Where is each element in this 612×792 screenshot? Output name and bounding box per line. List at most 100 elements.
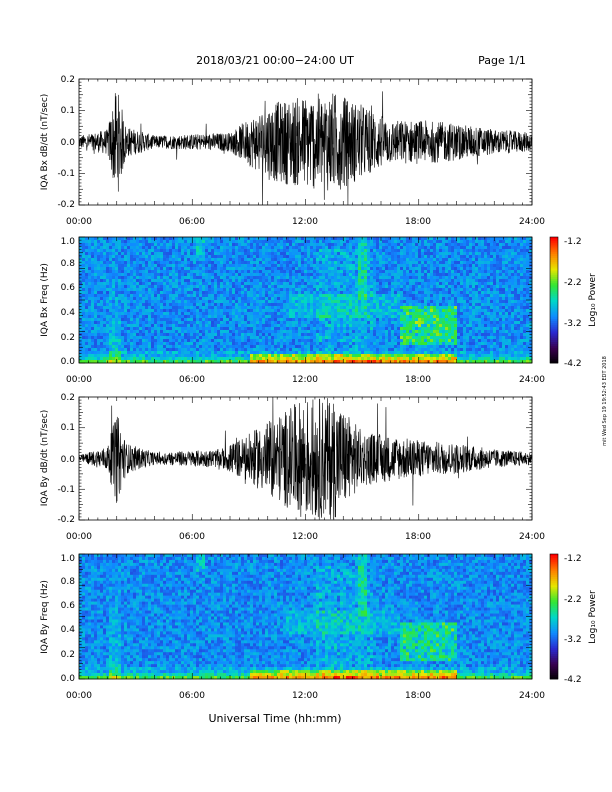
spectrogram-cell (343, 252, 347, 256)
spectrogram-cell (97, 258, 101, 262)
spectrogram-cell (181, 294, 185, 298)
spectrogram-cell (253, 258, 257, 262)
spectrogram-cell (121, 306, 125, 310)
spectrogram-cell (190, 348, 194, 352)
spectrogram-cell (235, 279, 239, 283)
spectrogram-cell (151, 321, 155, 325)
spectrogram-cell (397, 360, 401, 364)
spectrogram-cell (154, 249, 158, 253)
spectrogram-cell (265, 243, 269, 247)
spectrogram-cell (127, 273, 131, 277)
spectrogram-cell (199, 264, 203, 268)
spectrogram-cell (181, 330, 185, 334)
spectrogram-cell (316, 285, 320, 289)
spectrogram-cell (334, 282, 338, 286)
spectrogram-cell (184, 264, 188, 268)
spectrogram-cell (202, 360, 206, 364)
spectrogram-cell (241, 318, 245, 322)
spectrogram-cell (226, 252, 230, 256)
spectrogram-cell (247, 255, 251, 259)
spectrogram-cell (232, 333, 236, 337)
spectrogram-cell (286, 348, 290, 352)
spectrogram-cell (373, 279, 377, 283)
spectrogram-cell (349, 288, 353, 292)
spectrogram-cell (121, 258, 125, 262)
spectrogram-cell (151, 324, 155, 328)
spectrogram-cell (316, 249, 320, 253)
spectrogram-cell (166, 264, 170, 268)
spectrogram-cell (211, 318, 215, 322)
spectrogram-cell (394, 309, 398, 313)
spectrogram-cell (301, 255, 305, 259)
spectrogram-cell (322, 291, 326, 295)
spectrogram-cell (301, 345, 305, 349)
spectrogram-cell (310, 348, 314, 352)
spectrogram-cell (409, 237, 413, 241)
spectrogram-cell (286, 333, 290, 337)
spectrogram-cell (124, 243, 128, 247)
spectrogram-cell (88, 306, 92, 310)
spectrogram-cell (82, 336, 86, 340)
spectrogram-cell (97, 285, 101, 289)
spectrogram-cell (241, 348, 245, 352)
spectrogram-cell (115, 357, 119, 361)
spectrogram-cell (235, 306, 239, 310)
spectrogram-cell (127, 345, 131, 349)
spectrogram-cell (397, 240, 401, 244)
spectrogram-cell (316, 252, 320, 256)
spectrogram-cell (85, 288, 89, 292)
spectrogram-cell (280, 297, 284, 301)
spectrogram-cell (340, 309, 344, 313)
spectrogram-cell (412, 270, 416, 274)
spectrogram-cell (178, 282, 182, 286)
spectrogram-cell (310, 288, 314, 292)
spectrogram-cell (205, 321, 209, 325)
spectrogram-cell (409, 258, 413, 262)
spectrogram-cell (154, 318, 158, 322)
spectrogram-cell (115, 255, 119, 259)
spectrogram-cell (244, 240, 248, 244)
spectrogram-cell (181, 282, 185, 286)
spectrogram-cell (271, 357, 275, 361)
spectrogram-cell (157, 351, 161, 355)
spectrogram-cell (202, 261, 206, 265)
spectrogram-cell (127, 360, 131, 364)
spectrogram-cell (238, 285, 242, 289)
spectrogram-cell (118, 285, 122, 289)
spectrogram-cell (202, 249, 206, 253)
spectrogram-cell (313, 297, 317, 301)
spectrogram-cell (235, 255, 239, 259)
spectrogram-cell (400, 312, 404, 316)
spectrogram-cell (397, 327, 401, 331)
spectrogram-cell (91, 297, 95, 301)
spectrogram-cell (406, 267, 410, 271)
spectrogram-cell (220, 318, 224, 322)
spectrogram-cell (103, 336, 107, 340)
spectrogram-cell (337, 243, 341, 247)
spectrogram-cell (268, 357, 272, 361)
spectrogram-cell (247, 306, 251, 310)
spectrogram-cell (241, 267, 245, 271)
spectrogram-cell (310, 309, 314, 313)
spectrogram-cell (235, 276, 239, 280)
spectrogram-cell (82, 282, 86, 286)
spectrogram-cell (256, 309, 260, 313)
spectrogram-cell (283, 273, 287, 277)
spectrogram-cell (286, 324, 290, 328)
spectrogram-cell (250, 336, 254, 340)
spectrogram-cell (367, 273, 371, 277)
spectrogram-cell (337, 342, 341, 346)
spectrogram-cell (325, 345, 329, 349)
spectrogram-cell (316, 243, 320, 247)
spectrogram-cell (391, 261, 395, 265)
spectrogram-cell (115, 303, 119, 307)
spectrogram-cell (100, 291, 104, 295)
spectrogram-cell (259, 249, 263, 253)
spectrogram-cell (289, 249, 293, 253)
spectrogram-cell (166, 258, 170, 262)
spectrogram-cell (292, 249, 296, 253)
spectrogram-cell (364, 318, 368, 322)
spectrogram-cell (313, 273, 317, 277)
spectrogram-cell (223, 360, 227, 364)
spectrogram-cell (106, 261, 110, 265)
